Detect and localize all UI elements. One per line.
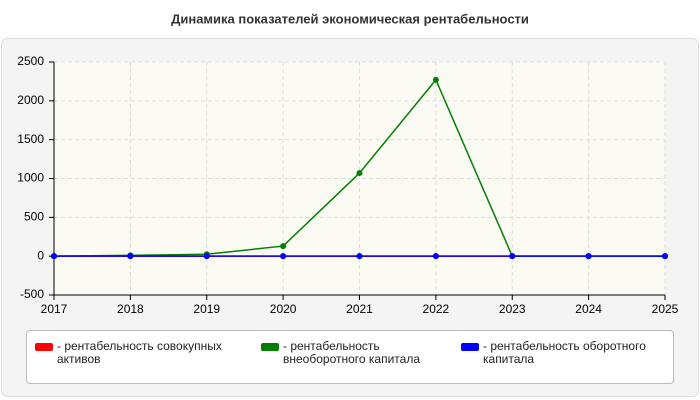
x-tick-label: 2021 [346,302,373,316]
x-tick-label: 2024 [575,302,602,316]
point [585,253,592,260]
x-tick-label: 2019 [193,302,220,316]
x-tick-label: 2025 [652,302,679,316]
y-tick-label: 1500 [17,132,44,146]
x-tick-label: 2020 [270,302,297,316]
point [432,253,439,260]
point [356,253,363,260]
y-tick-label: 2000 [17,93,44,107]
point [509,253,516,260]
legend-swatch [461,343,479,351]
legend-swatch [261,343,279,351]
y-tick-label: 500 [24,210,44,224]
legend-item: - рентабельность совокупных активов [35,340,237,366]
point [280,243,287,250]
y-tick-label: 0 [37,248,44,262]
x-tick-label: 2023 [499,302,526,316]
legend: - рентабельность совокупных активов - рен… [26,330,674,384]
legend-item: - рентабельность внеоборотного капитала [261,340,463,366]
x-tick-label: 2018 [117,302,144,316]
legend-label: - рентабельность внеоборотного капитала [283,339,420,366]
point [662,253,668,260]
point [127,253,134,260]
legend-label: - рентабельность оборотного капитала [483,339,646,366]
y-tick-label: 2500 [17,54,44,68]
point [51,253,57,260]
legend-label: - рентабельность совокупных активов [57,339,222,366]
point [280,253,287,260]
y-tick-label: -500 [20,287,44,301]
x-tick-label: 2017 [41,302,68,316]
point [432,76,439,83]
chart-title: Динамика показателей экономическая рента… [171,11,529,26]
point [356,170,363,177]
x-tick-label: 2022 [423,302,450,316]
y-tick-label: 1000 [17,171,44,185]
legend-swatch [35,343,53,351]
point [203,253,210,260]
legend-item: - рентабельность оборотного капитала [461,340,673,366]
